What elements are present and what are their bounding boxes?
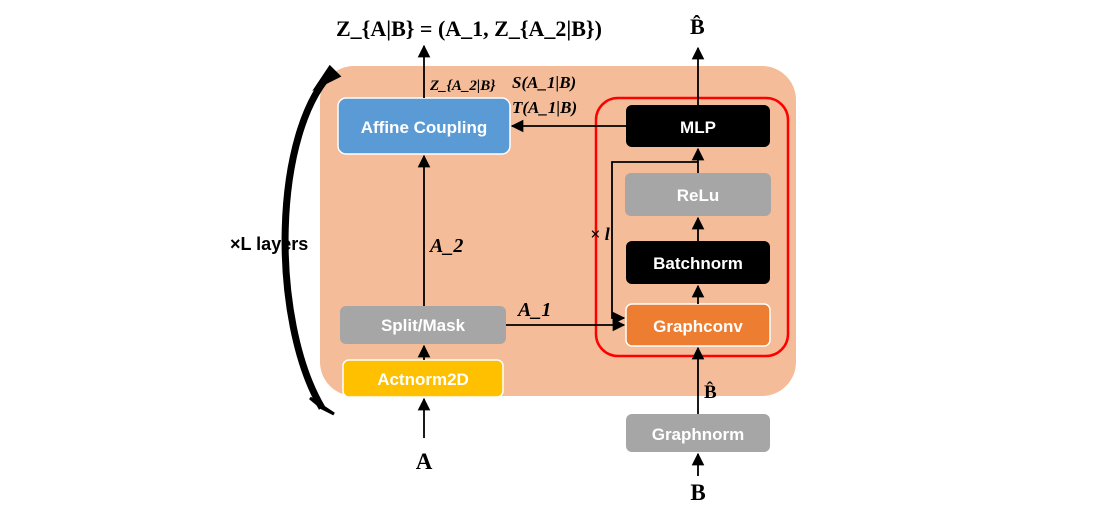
z-formula: Z_{A|B} = (A_1, Z_{A_2|B}): [336, 16, 602, 41]
arrow-inner-loop: [611, 161, 698, 325]
relu-block: ReLu: [625, 173, 771, 216]
graphnorm-label: Graphnorm: [652, 425, 745, 444]
relu-label: ReLu: [677, 186, 720, 205]
mlp-block: MLP: [626, 105, 770, 147]
input-a: A: [416, 449, 433, 474]
graphconv-block: Graphconv: [625, 303, 771, 347]
graphconv-label: Graphconv: [653, 317, 743, 336]
b-hat-output: B̂: [690, 14, 705, 39]
mlp-label: MLP: [680, 118, 716, 137]
actnorm-block: Actnorm2D: [342, 359, 504, 398]
a2-label: A_2: [428, 235, 463, 257]
layers-loop-arrow: [281, 67, 337, 410]
layers-loop-arrowhead: [312, 64, 342, 92]
input-b: B: [690, 480, 705, 505]
split-mask-block: Split/Mask: [340, 306, 506, 344]
s-label: S(A_1|B): [512, 73, 576, 92]
actnorm-label: Actnorm2D: [377, 370, 469, 389]
a1-label: A_1: [516, 299, 551, 321]
split-mask-label: Split/Mask: [381, 316, 466, 335]
inner-loop-label: × l: [590, 224, 610, 244]
affine-coupling-block: Affine Coupling: [337, 97, 511, 155]
batchnorm-block: Batchnorm: [626, 241, 770, 284]
loop-label: ×L layers: [230, 234, 308, 254]
z-a2-b-label: Z_{A_2|B}: [429, 78, 496, 94]
graphnorm-block: Graphnorm: [626, 414, 770, 452]
batchnorm-label: Batchnorm: [653, 254, 743, 273]
t-label: T(A_1|B): [512, 98, 577, 117]
affine-coupling-label: Affine Coupling: [361, 118, 488, 137]
b-hat-input-label: B̂: [704, 382, 717, 403]
